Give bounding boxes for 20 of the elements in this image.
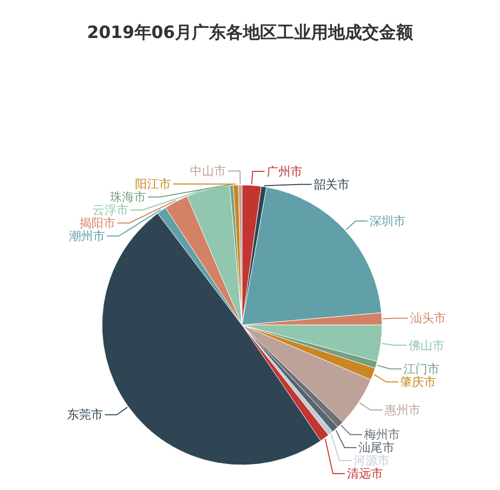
slice-label: 东莞市 — [66, 408, 103, 422]
slice-label: 揭阳市 — [79, 216, 116, 230]
slice-label: 韶关市 — [314, 177, 350, 192]
slice-label: 珠海市 — [110, 190, 146, 204]
slice-label: 广州市 — [266, 164, 303, 178]
slice-label: 汕尾市 — [358, 440, 395, 455]
slice-label: 云浮市 — [92, 203, 129, 218]
slice-label: 深圳市 — [370, 214, 406, 228]
chart-title: 2019年06月广东各地区工业用地成交金额 — [87, 23, 414, 43]
slice-label: 肇庆市 — [400, 374, 436, 389]
slice-label: 河源市 — [353, 454, 390, 468]
slice-label: 阳江市 — [135, 177, 172, 192]
slice-label: 江门市 — [404, 362, 440, 376]
slice-label: 佛山市 — [408, 338, 445, 352]
slice-label: 惠州市 — [383, 402, 420, 417]
slice-label: 清远市 — [346, 466, 383, 481]
slice-label: 汕头市 — [410, 311, 446, 326]
slice-label: 中山市 — [190, 164, 226, 178]
slice-label: 潮州市 — [68, 229, 105, 244]
slice-label: 梅州市 — [363, 428, 400, 442]
